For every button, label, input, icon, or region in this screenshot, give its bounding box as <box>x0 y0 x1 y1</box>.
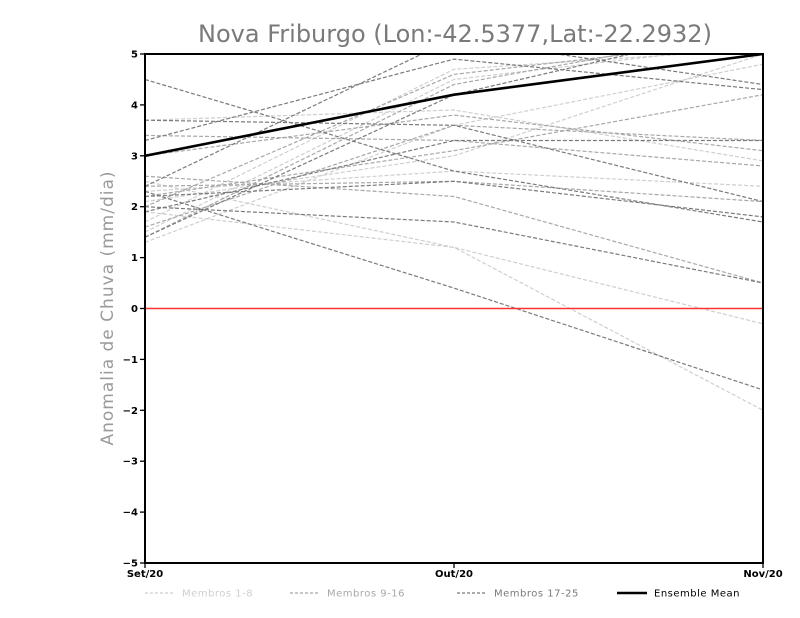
legend-label: Membros 17-25 <box>494 589 579 600</box>
y-tick-label: 2 <box>131 202 138 213</box>
member-line-20 <box>145 190 763 391</box>
member-line-23 <box>145 180 763 218</box>
y-tick-label: 1 <box>131 253 138 264</box>
x-tick-label: Out/20 <box>435 569 473 580</box>
legend-label: Membros 9-16 <box>327 589 405 600</box>
chart-title: Nova Friburgo (Lon:-42.5377,Lat:-22.2932… <box>198 20 712 48</box>
y-tick-label: −4 <box>123 508 138 519</box>
member-line-2 <box>145 63 763 243</box>
member-line-18 <box>145 119 763 203</box>
legend-label: Membros 1-8 <box>182 589 253 600</box>
member-line-6 <box>145 109 763 162</box>
series-layer <box>145 54 763 411</box>
y-tick-label: 4 <box>131 100 138 111</box>
member-line-11 <box>145 114 763 157</box>
y-tick-label: 0 <box>131 304 138 315</box>
legend-label: Ensemble Mean <box>654 589 740 600</box>
ensemble-mean-layer <box>145 54 763 158</box>
y-tick-label: 3 <box>131 151 138 162</box>
y-tick-label: −5 <box>123 559 138 570</box>
x-tick-label: Nov/20 <box>743 569 782 580</box>
member-line-10 <box>145 175 763 284</box>
member-line-13 <box>145 94 763 198</box>
member-line-14 <box>145 54 636 208</box>
ensemble-mean-line <box>145 54 763 158</box>
y-axis-label: Anomalia de Chuva (mm/dia) <box>98 170 118 445</box>
member-line-25 <box>145 139 763 213</box>
member-line-4 <box>145 180 763 411</box>
member-line-24 <box>145 54 763 187</box>
member-line-22 <box>145 58 763 142</box>
member-line-19 <box>145 206 763 284</box>
member-line-3 <box>145 54 763 203</box>
y-tick-label: −2 <box>123 406 138 417</box>
axis-layer: −5 −4 −3 −2 −1 0 1 2 3 4 5 Set/20 Out/20 Nov/20 <box>123 50 783 581</box>
member-line-12 <box>145 54 626 238</box>
y-tick-label: −3 <box>123 457 138 468</box>
member-line-1 <box>145 54 695 223</box>
legend: Membros 1-8 Membros 9-16 Membros 17-25 Ense… <box>145 589 740 600</box>
y-tick-label: −1 <box>123 355 138 366</box>
member-line-5 <box>145 211 763 325</box>
x-tick-label: Set/20 <box>127 569 163 580</box>
y-tick-label: 5 <box>131 50 138 61</box>
